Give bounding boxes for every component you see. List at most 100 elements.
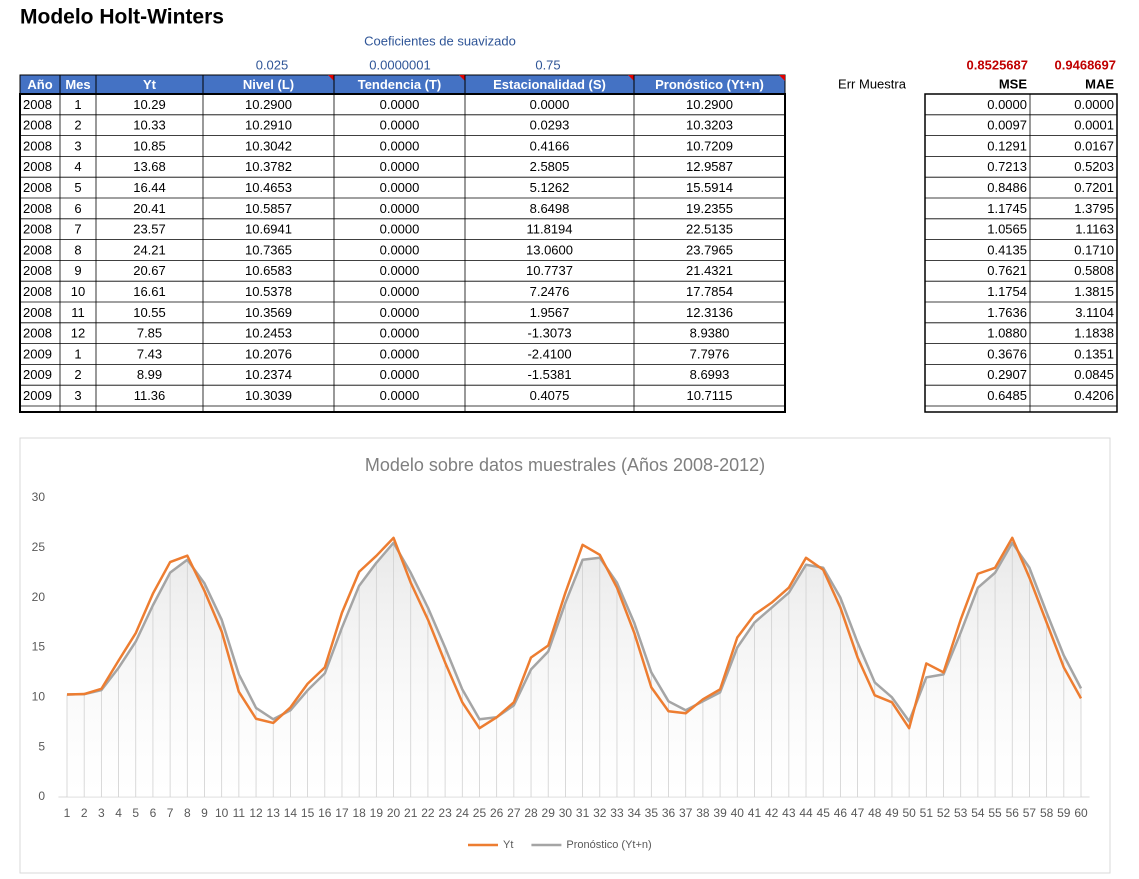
cell: 7.85 [137,326,162,341]
cell: 2 [74,118,81,133]
cell: 0.0000 [380,388,420,403]
cell: 10 [71,284,85,299]
x-tick-label: 41 [748,806,762,820]
cell: 7.2476 [530,284,570,299]
x-tick-label: 52 [937,806,951,820]
coefficient: 0.0000001 [369,57,430,72]
error-header: MSE [999,76,1028,91]
coefficient: 0.025 [256,57,289,72]
cell: 1 [74,346,81,361]
cell: 0.0000 [380,242,420,257]
cell: 2008 [23,159,52,174]
cell: 10.7209 [686,138,733,153]
error-cell: 0.4135 [987,242,1027,257]
cell: 2008 [23,305,52,320]
cell: 0.0000 [380,201,420,216]
x-tick-label: 40 [731,806,745,820]
cell: 22.5135 [686,222,733,237]
cell: 23.57 [133,222,166,237]
x-tick-label: 25 [473,806,487,820]
error-cell: 0.7201 [1074,180,1114,195]
error-cell: 0.0000 [1074,97,1114,112]
x-tick-label: 23 [438,806,452,820]
x-tick-label: 20 [387,806,401,820]
cell: 3 [74,388,81,403]
x-tick-label: 6 [150,806,157,820]
comment-marker [628,75,634,81]
cell: 13.0600 [526,242,573,257]
x-tick-label: 53 [954,806,968,820]
error-cell: 0.0845 [1074,367,1114,382]
cell: 2008 [23,284,52,299]
x-tick-label: 28 [524,806,538,820]
cell: 2008 [23,180,52,195]
error-cell: 0.5808 [1074,263,1114,278]
x-tick-label: 24 [456,806,470,820]
x-tick-label: 30 [559,806,573,820]
x-tick-label: 18 [352,806,366,820]
cell: 2.5805 [530,159,570,174]
x-tick-label: 50 [902,806,916,820]
table-body [19,93,786,413]
x-tick-label: 16 [318,806,332,820]
cell: 5 [74,180,81,195]
error-cell: 0.1291 [987,138,1027,153]
y-tick-label: 20 [32,590,46,604]
cell: 0.0293 [530,118,570,133]
cell: 0.0000 [380,305,420,320]
cell: 10.2374 [245,367,292,382]
cell: 10.3042 [245,138,292,153]
error-cell: 1.1754 [987,284,1027,299]
cell: 2008 [23,138,52,153]
x-tick-label: 60 [1074,806,1088,820]
column-header: Pronóstico (Yt+n) [655,77,764,92]
cell: 10.85 [133,138,166,153]
y-tick-label: 15 [32,640,46,654]
x-tick-label: 45 [817,806,831,820]
cell: 11.8194 [526,222,572,237]
column-header: Nivel (L) [243,77,294,92]
cell: 2009 [23,388,52,403]
cell: 8.99 [137,367,162,382]
x-tick-label: 48 [868,806,882,820]
column-header: Mes [65,77,90,92]
cell: 1.9567 [530,305,570,320]
sheet-title: Modelo Holt-Winters [20,6,224,29]
coef-caption: Coeficientes de suavizado [364,33,516,48]
cell: 2008 [23,242,52,257]
cell: 10.7365 [245,242,292,257]
x-tick-label: 42 [765,806,779,820]
cell: 0.0000 [380,326,420,341]
cell: 2008 [23,326,52,341]
cell: 17.7854 [686,284,733,299]
x-tick-label: 12 [249,806,263,820]
error-label: Err Muestra [838,76,907,91]
cell: 10.2900 [245,97,292,112]
x-tick-label: 19 [370,806,384,820]
cell: 10.33 [133,118,166,133]
x-tick-label: 4 [115,806,122,820]
column-header: Tendencia (T) [358,77,442,92]
x-tick-label: 33 [610,806,624,820]
x-tick-label: 36 [662,806,676,820]
cell: 4 [74,159,81,174]
cell: 10.5378 [245,284,292,299]
x-tick-label: 38 [696,806,710,820]
cell: 2 [74,367,81,382]
cell: 0.0000 [380,222,420,237]
cell: 2008 [23,222,52,237]
area [67,542,1081,797]
cell: 10.6583 [245,263,292,278]
cell: 10.7737 [526,263,573,278]
cell: 3 [74,138,81,153]
cell: 10.2453 [245,326,292,341]
comment-marker [328,75,334,81]
error-cell: 0.5203 [1074,159,1114,174]
cell: 10.7115 [686,388,732,403]
cell: 2008 [23,118,52,133]
cell: 0.0000 [530,97,570,112]
cell: 11.36 [134,388,166,403]
cell: 10.2910 [245,118,292,133]
cell: 0.0000 [380,180,420,195]
